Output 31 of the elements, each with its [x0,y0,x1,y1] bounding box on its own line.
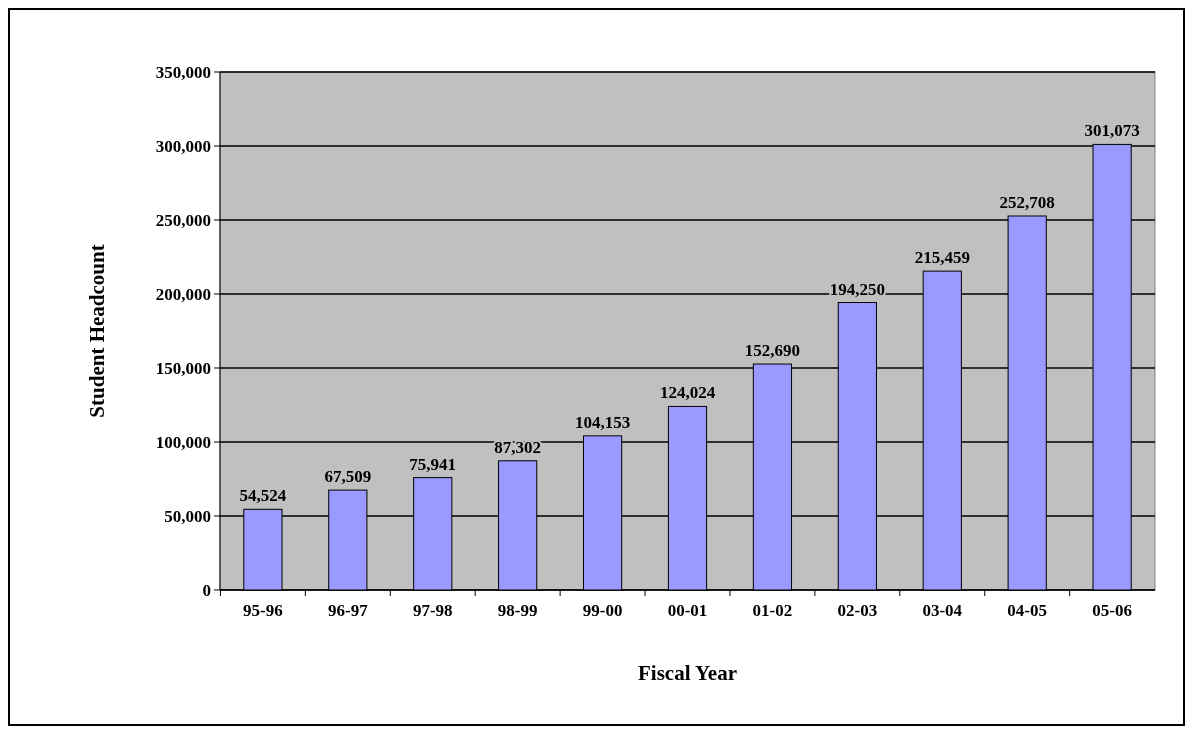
data-label: 87,302 [494,437,542,457]
x-tick-label: 05-06 [1092,601,1132,620]
x-tick-label: 03-04 [922,601,963,620]
y-tick-label: 150,000 [155,358,211,378]
x-tick-label: 97-98 [412,601,453,620]
y-tick-label: 300,000 [155,136,211,156]
y-tick-label: 200,000 [155,284,211,304]
data-label: 152,690 [744,341,801,361]
x-tick-label: 96-97 [327,601,369,620]
y-tick-label: 250,000 [155,210,211,230]
data-label: 252,708 [999,192,1055,212]
y-tick-label: 0 [202,580,211,600]
y-axis-title: Student Headcount [85,244,109,418]
data-label: 301,073 [1084,121,1140,141]
x-tick-label: 98-99 [497,601,538,620]
data-label: 124,024 [659,383,716,403]
x-tick-label: 01-02 [752,601,793,620]
x-tick-label: 95-96 [243,601,283,620]
data-label: 104,153 [574,412,631,432]
data-label: 75,941 [409,454,457,474]
y-tick-label: 100,000 [155,432,211,452]
x-tick-label: 00-01 [667,601,708,620]
x-tick-label: 04-05 [1007,601,1048,620]
y-tick-label: 50,000 [164,506,211,526]
x-tick-label: 99-00 [582,601,623,620]
x-axis-title: Fiscal Year [638,661,737,685]
x-tick-label: 02-03 [837,601,878,620]
y-tick-label: 350,000 [155,62,211,82]
data-label: 54,524 [239,486,287,506]
data-label: 67,509 [324,467,372,487]
data-label: 215,459 [914,248,970,268]
